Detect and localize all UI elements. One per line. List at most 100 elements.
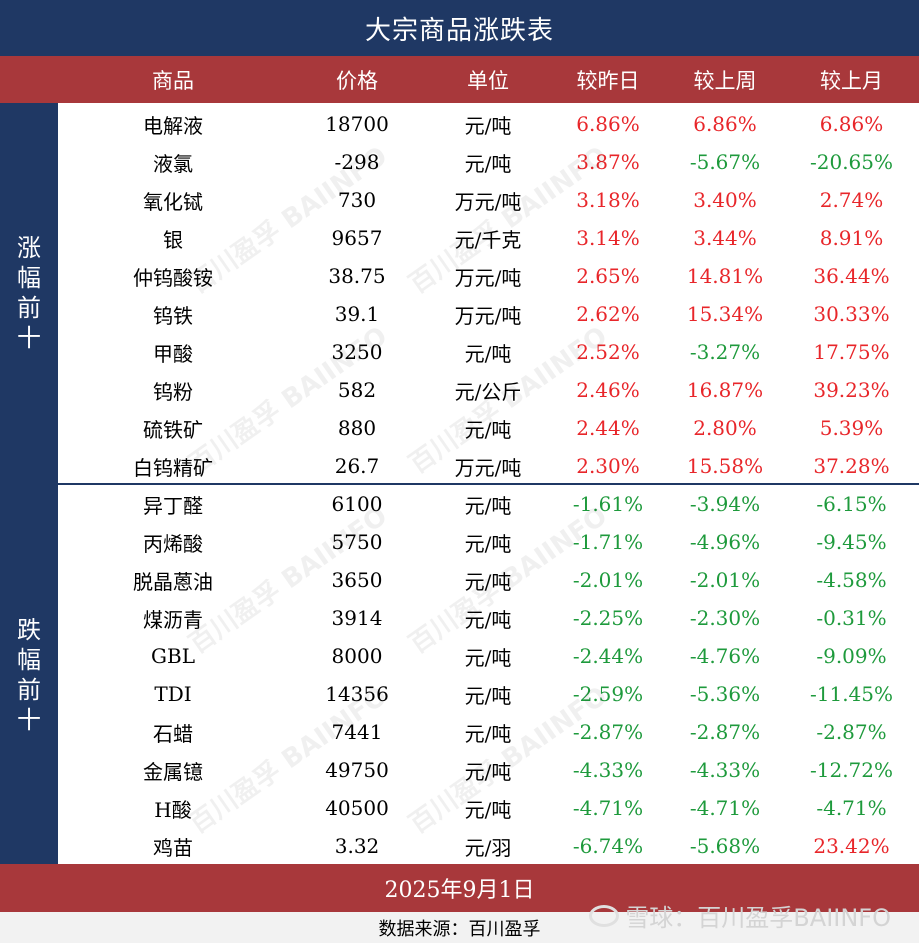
price-cell: 6100 [331, 492, 383, 516]
change-vs-last-month: 8.91% [819, 226, 884, 250]
table-row: 脱晶蒽油 3650 元/吨 -2.01% -2.01% -4.58% [58, 561, 919, 599]
change-vs-last-week: 2.80% [693, 416, 757, 440]
commodity-name: 异丁醛 [143, 493, 203, 518]
commodity-name: 电解液 [143, 113, 203, 138]
commodity-name: 石蜡 [153, 721, 193, 746]
change-vs-last-month: 39.23% [813, 378, 890, 402]
snowball-icon [589, 904, 620, 927]
change-vs-last-month: 17.75% [813, 340, 890, 364]
price-cell: 3250 [331, 340, 383, 364]
price-cell: 3650 [331, 568, 383, 592]
price-cell: 5750 [331, 530, 383, 554]
snowball-watermark-text: 雪球：百川盈孚BAIINFO [625, 904, 891, 932]
change-vs-yesterday: 2.65% [576, 264, 640, 288]
change-vs-yesterday: 6.86% [576, 112, 640, 136]
unit-cell: 元/吨 [464, 759, 512, 784]
commodity-name: 金属镱 [143, 759, 203, 784]
price-cell: 38.75 [328, 264, 386, 288]
change-vs-last-week: -2.01% [689, 568, 761, 592]
price-cell: 582 [337, 378, 377, 402]
section-label-char: 幅 [17, 264, 41, 292]
change-vs-yesterday: -2.87% [572, 720, 644, 744]
change-vs-last-month: 30.33% [813, 302, 890, 326]
price-cell: 730 [337, 188, 377, 212]
commodity-name: 脱晶蒽油 [133, 569, 213, 594]
table-row: GBL 8000 元/吨 -2.44% -4.76% -9.09% [58, 637, 919, 675]
change-vs-yesterday: 2.52% [576, 340, 640, 364]
change-vs-last-week: -2.30% [689, 606, 761, 630]
table-row: 钨铁 39.1 万元/吨 2.62% 15.34% 30.33% [58, 295, 919, 333]
price-cell: -298 [334, 150, 380, 174]
price-cell: 14356 [325, 682, 389, 706]
change-vs-last-month: 2.74% [819, 188, 884, 212]
unit-cell: 元/吨 [464, 683, 512, 708]
change-vs-yesterday: -2.01% [572, 568, 644, 592]
table-row: 电解液 18700 元/吨 6.86% 6.86% 6.86% [58, 105, 919, 143]
price-cell: 3914 [331, 606, 383, 630]
unit-cell: 元/羽 [464, 835, 512, 860]
change-vs-last-week: -5.67% [689, 150, 761, 174]
table-row: 氧化铽 730 万元/吨 3.18% 3.40% 2.74% [58, 181, 919, 219]
table-row: 液氯 -298 元/吨 3.87% -5.67% -20.65% [58, 143, 919, 181]
table-row: 鸡苗 3.32 元/羽 -6.74% -5.68% 23.42% [58, 827, 919, 865]
commodity-name: 液氯 [153, 151, 193, 176]
table-row: H酸 40500 元/吨 -4.71% -4.71% -4.71% [58, 789, 919, 827]
change-vs-yesterday: -1.71% [572, 530, 644, 554]
unit-cell: 元/吨 [464, 569, 512, 594]
change-vs-last-month: -6.15% [816, 492, 887, 516]
commodity-name: 仲钨酸铵 [133, 265, 213, 290]
change-vs-last-month: -9.09% [816, 644, 887, 668]
section-label-char: 十 [17, 324, 41, 352]
change-vs-last-week: -4.96% [689, 530, 761, 554]
unit-cell: 元/公斤 [454, 379, 522, 404]
commodity-name: 银 [163, 227, 183, 252]
unit-cell: 元/吨 [464, 797, 512, 822]
change-vs-yesterday: 2.30% [576, 454, 640, 478]
price-cell: 49750 [325, 758, 389, 782]
change-vs-last-month: 36.44% [813, 264, 890, 288]
unit-cell: 元/吨 [464, 531, 512, 556]
section-divider [0, 483, 919, 485]
price-cell: 39.1 [334, 302, 380, 326]
change-vs-last-month: -11.45% [809, 682, 894, 706]
price-cell: 18700 [325, 112, 389, 136]
section-label-char: 十 [17, 705, 41, 734]
section-label-char: 涨 [17, 234, 41, 262]
price-cell: 26.7 [334, 454, 380, 478]
table-row: 石蜡 7441 元/吨 -2.87% -2.87% -2.87% [58, 713, 919, 751]
change-vs-last-week: -4.33% [689, 758, 761, 782]
table-row: 异丁醛 6100 元/吨 -1.61% -3.94% -6.15% [58, 485, 919, 523]
section-label-gainers: 涨 幅 前 十 [0, 103, 58, 483]
change-vs-last-month: -4.71% [816, 796, 887, 820]
unit-cell: 元/吨 [464, 151, 512, 176]
section-label-char: 前 [17, 675, 41, 704]
header-vs-last-month: 较上月 [820, 68, 883, 93]
table-title: 大宗商品涨跌表 [0, 0, 919, 56]
change-vs-last-month: 5.39% [819, 416, 884, 440]
price-cell: 9657 [331, 226, 383, 250]
unit-cell: 元/吨 [464, 493, 512, 518]
commodity-name: 甲酸 [153, 341, 193, 366]
change-vs-last-month: 23.42% [813, 834, 890, 858]
change-vs-yesterday: -2.25% [572, 606, 644, 630]
header-unit: 单位 [467, 68, 509, 93]
price-cell: 8000 [331, 644, 383, 668]
change-vs-last-week: 16.87% [686, 378, 764, 402]
change-vs-yesterday: -6.74% [572, 834, 644, 858]
commodity-name: H酸 [154, 797, 192, 822]
footer-source: 数据来源：百川盈孚 [0, 912, 919, 943]
change-vs-last-week: -3.27% [689, 340, 761, 364]
header-price: 价格 [336, 68, 378, 93]
change-vs-last-week: -5.36% [689, 682, 761, 706]
header-row: 商品 价格 单位 较昨日 较上周 较上月 [0, 56, 919, 103]
header-vs-last-week: 较上周 [693, 68, 757, 93]
price-cell: 7441 [331, 720, 383, 744]
change-vs-last-month: -2.87% [816, 720, 887, 744]
change-vs-last-week: -3.94% [689, 492, 761, 516]
change-vs-last-week: 6.86% [693, 112, 757, 136]
change-vs-last-month: -4.58% [816, 568, 887, 592]
price-cell: 880 [337, 416, 377, 440]
change-vs-yesterday: 2.44% [576, 416, 640, 440]
change-vs-yesterday: -4.71% [572, 796, 644, 820]
